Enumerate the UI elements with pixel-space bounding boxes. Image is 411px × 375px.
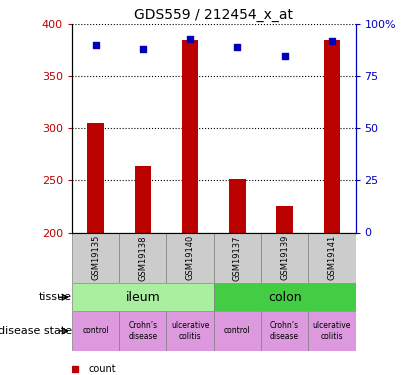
Bar (308, 311, 356, 351)
Bar (119, 311, 166, 351)
Bar (214, 283, 356, 311)
Bar (214, 311, 261, 351)
Text: tissue: tissue (39, 292, 72, 302)
Point (281, 53, 288, 58)
Bar (166, 232, 214, 283)
Point (92, 42, 99, 48)
Point (328, 38, 335, 44)
Bar (134, 166, 151, 232)
Text: Crohn’s
disease: Crohn’s disease (270, 321, 299, 340)
Bar (261, 232, 308, 283)
Text: GSM19135: GSM19135 (91, 235, 100, 280)
Bar (261, 311, 308, 351)
Text: control: control (82, 326, 109, 335)
Bar (166, 311, 214, 351)
Text: count: count (89, 364, 117, 374)
Text: GSM19141: GSM19141 (328, 235, 336, 280)
Bar (308, 232, 356, 283)
Bar (214, 232, 261, 283)
Text: ulcerative
colitis: ulcerative colitis (171, 321, 209, 340)
Text: Crohn’s
disease: Crohn’s disease (128, 321, 157, 340)
Bar (276, 207, 293, 232)
Bar (229, 179, 246, 232)
Bar (323, 40, 340, 232)
Bar (72, 232, 119, 283)
Bar (72, 283, 214, 311)
Text: disease state: disease state (0, 326, 72, 336)
Bar (182, 40, 199, 232)
Bar (119, 232, 166, 283)
Point (139, 46, 146, 53)
Title: GDS559 / 212454_x_at: GDS559 / 212454_x_at (134, 8, 293, 22)
Point (187, 36, 193, 42)
Bar (72, 311, 119, 351)
Text: GSM19140: GSM19140 (186, 235, 194, 280)
Text: GSM19139: GSM19139 (280, 235, 289, 280)
Text: ileum: ileum (125, 291, 160, 304)
Text: ulcerative
colitis: ulcerative colitis (313, 321, 351, 340)
Text: colon: colon (268, 291, 301, 304)
Point (234, 44, 241, 50)
Text: GSM19138: GSM19138 (139, 235, 147, 280)
Text: control: control (224, 326, 251, 335)
Text: GSM19137: GSM19137 (233, 235, 242, 280)
Bar (87, 123, 104, 232)
